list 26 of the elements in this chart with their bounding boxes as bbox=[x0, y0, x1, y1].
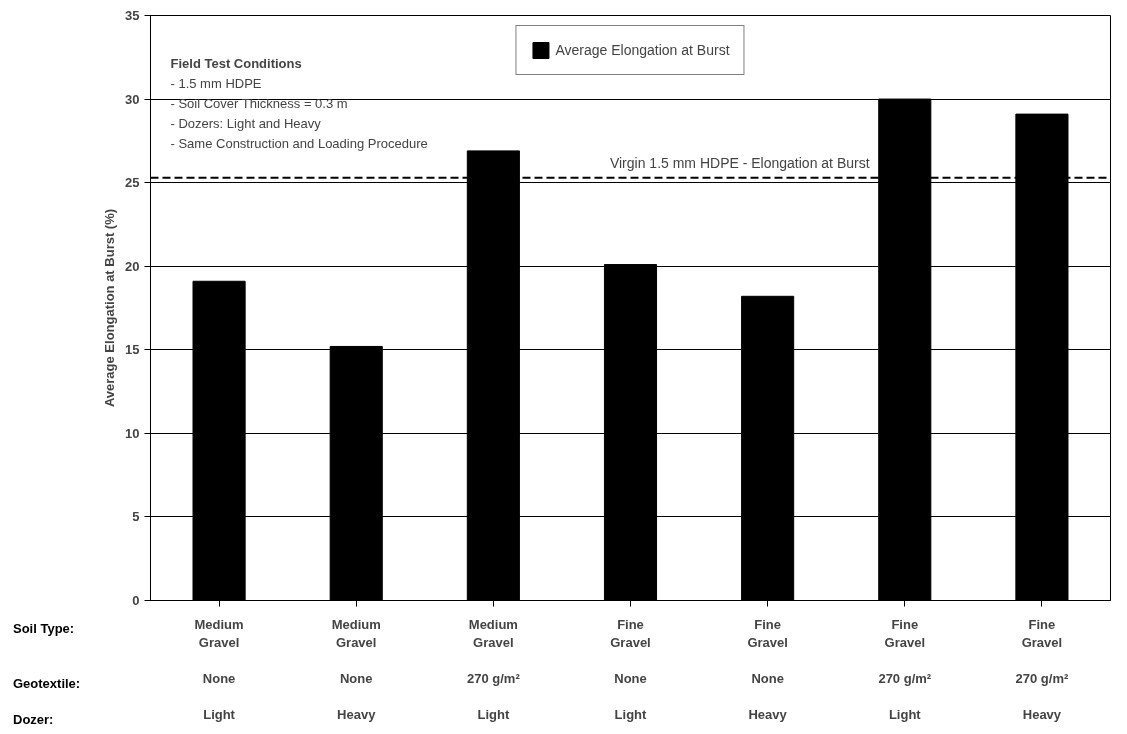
ref-line-label: Virgin 1.5 mm HDPE - Elongation at Burst bbox=[609, 154, 870, 171]
category-label: Fine Gravel 270 g/m² Light bbox=[878, 616, 932, 722]
annotation: - Soil Cover Thickness = 0.3 m bbox=[170, 95, 348, 111]
annotation: - 1.5 mm HDPE bbox=[170, 75, 262, 91]
legend-label: Average Elongation at Burst bbox=[555, 42, 730, 58]
y-tick-label: 20 bbox=[125, 258, 140, 274]
category-label: Medium Gravel None Light bbox=[194, 616, 244, 722]
y-tick-label: 30 bbox=[125, 91, 140, 107]
category-label: Fine Gravel None Heavy bbox=[747, 616, 788, 722]
text: Dozer: bbox=[13, 711, 54, 729]
y-tick-label: 10 bbox=[125, 425, 140, 441]
y-tick-label: 25 bbox=[125, 175, 140, 191]
y-tick-label: 5 bbox=[132, 509, 140, 525]
category-label: Fine Gravel None Light bbox=[610, 616, 651, 722]
text: Geotextile: bbox=[13, 675, 81, 693]
annotation: - Dozers: Light and Heavy bbox=[170, 115, 322, 131]
y-tick-label: 35 bbox=[125, 8, 140, 23]
category-label: Medium Gravel None Heavy bbox=[331, 616, 381, 722]
y-axis-title: Average Elongation at Burst (%) bbox=[102, 208, 118, 408]
y-tick-label: 15 bbox=[125, 342, 140, 358]
y-tick-label: 0 bbox=[132, 593, 140, 608]
text: Soil Type: bbox=[13, 620, 75, 638]
category-label: Fine Gravel 270 g/m² Heavy bbox=[1015, 616, 1069, 722]
annotation: - Same Construction and Loading Procedure bbox=[170, 135, 428, 151]
annotation: Field Test Conditions bbox=[170, 55, 302, 71]
category-label: Medium Gravel 270 g/m² Light bbox=[466, 616, 520, 722]
